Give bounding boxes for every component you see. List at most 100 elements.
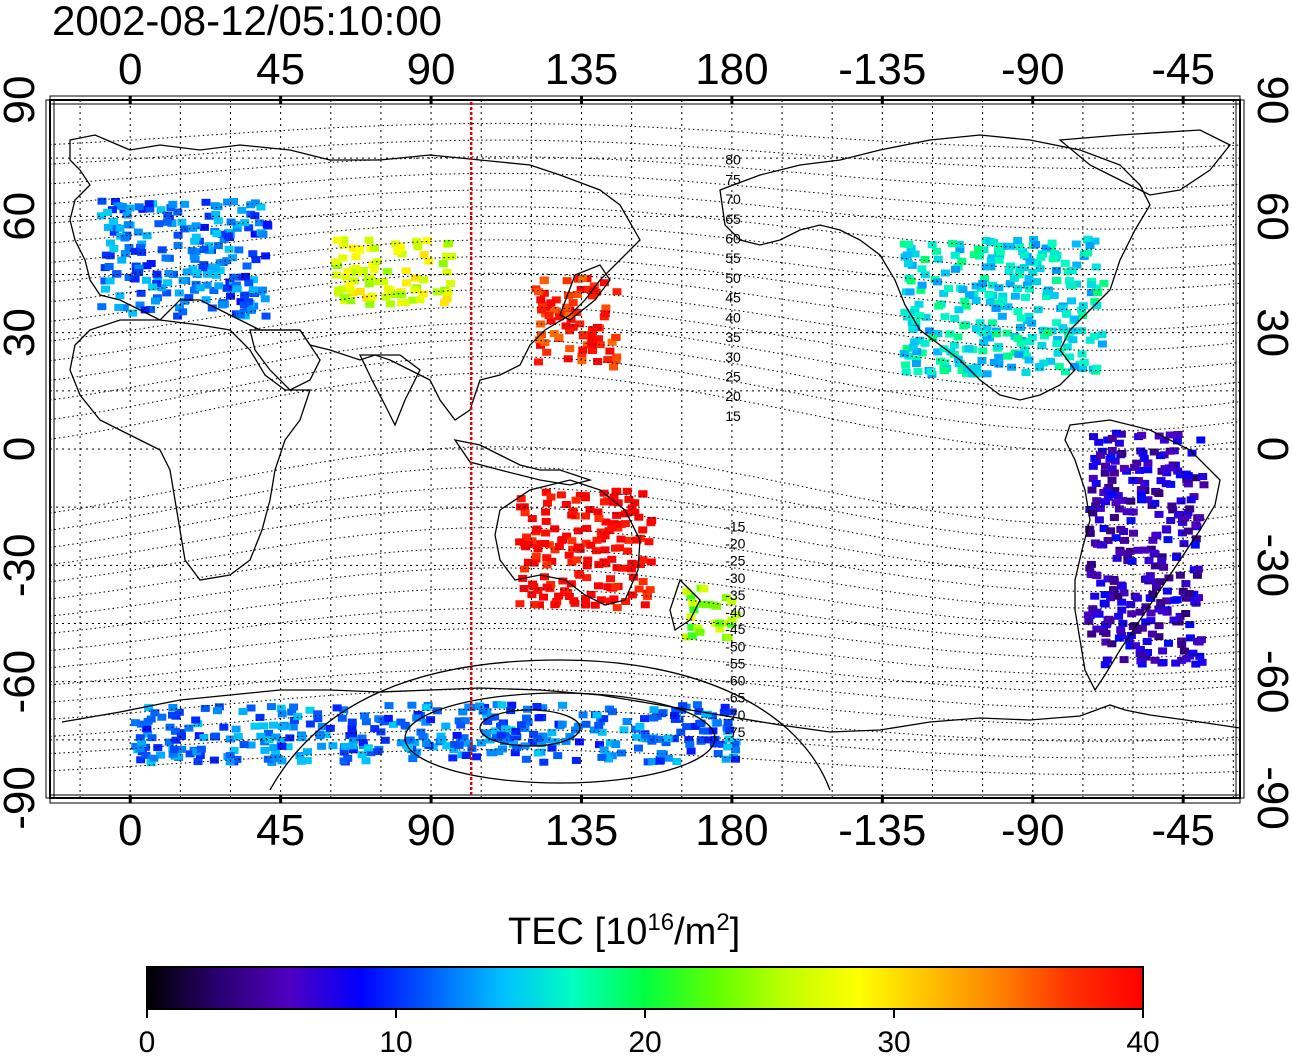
tec-cell <box>601 518 611 526</box>
tec-cell <box>522 714 532 722</box>
tec-cell <box>1072 280 1081 288</box>
tec-cell <box>412 714 422 722</box>
tec-cell <box>541 508 551 516</box>
tec-cell <box>193 720 203 728</box>
magnetic-latitude-line <box>50 628 1240 676</box>
tec-cell <box>1067 297 1077 305</box>
tec-cell <box>271 733 281 741</box>
tec-cell <box>340 294 350 302</box>
tec-cell <box>1091 502 1101 510</box>
tec-cell <box>1052 319 1062 327</box>
tec-cell <box>1169 616 1179 624</box>
tec-cell <box>991 304 1001 312</box>
magnetic-latitude-label: 40 <box>725 309 741 325</box>
tec-cell <box>1117 606 1127 614</box>
tec-cell <box>1087 630 1097 638</box>
lat-tick-label-right: -60 <box>1248 650 1292 714</box>
tec-cell <box>163 279 173 287</box>
magnetic-latitude-label: -75 <box>725 724 745 740</box>
tec-cell <box>184 724 194 732</box>
tec-cell <box>1020 293 1030 301</box>
tec-cell <box>332 236 342 244</box>
tec-cell <box>655 757 665 765</box>
lon-tick-label-top: 90 <box>407 45 456 94</box>
tec-cell <box>422 237 432 245</box>
tec-cell <box>904 240 913 248</box>
tec-cell <box>1087 571 1097 578</box>
magnetic-latitude-label: 45 <box>725 290 741 306</box>
tec-cell <box>120 250 130 258</box>
tec-cell <box>1003 352 1013 360</box>
lon-ticks-bottom: 0 45 90 135 180 -135 -90 -45 <box>118 795 1215 855</box>
tec-cell <box>115 224 125 232</box>
tec-cell <box>933 330 943 338</box>
tec-cell <box>1122 508 1132 516</box>
tec-cell <box>656 750 666 758</box>
lon-tick-label-top: 135 <box>545 45 618 94</box>
tec-cell <box>517 721 526 729</box>
tec-cell <box>244 279 254 287</box>
tec-cell <box>1016 314 1026 322</box>
tec-cell <box>361 718 371 726</box>
colorbar-title-sup1: 16 <box>647 909 674 936</box>
tec-cell <box>981 263 991 271</box>
tec-cell <box>418 733 428 740</box>
tec-cell <box>328 742 338 750</box>
tec-cell <box>444 239 453 247</box>
tec-cell <box>977 284 986 292</box>
tec-cell <box>135 301 145 309</box>
tec-cell <box>913 368 923 375</box>
magnetic-latitude-line <box>50 506 1240 576</box>
tec-cell <box>1128 508 1138 516</box>
tec-cell <box>632 536 642 544</box>
tec-cell <box>612 564 622 572</box>
tec-cell <box>709 740 719 748</box>
tec-cell <box>975 319 985 327</box>
tec-cell <box>1109 586 1118 594</box>
tec-cell <box>544 541 554 549</box>
tec-cell <box>1182 476 1192 484</box>
tec-cell <box>396 291 406 299</box>
tec-cell <box>1025 338 1035 345</box>
tec-cell <box>499 719 508 727</box>
tec-cell <box>355 246 365 254</box>
tec-cell <box>982 370 992 378</box>
tec-cell <box>1147 630 1157 638</box>
tec-cell <box>178 308 188 316</box>
tec-cell <box>1181 655 1191 663</box>
tec-cell <box>572 291 582 298</box>
tec-cell <box>199 223 209 231</box>
tec-cell <box>903 260 913 267</box>
tec-cell <box>507 701 517 709</box>
magnetic-latitude-label: -50 <box>725 638 745 654</box>
tec-cell <box>348 746 358 754</box>
left-axis-bar <box>45 99 55 799</box>
tec-cell <box>146 260 156 267</box>
tec-cell <box>97 197 107 205</box>
tec-cell <box>1142 638 1152 645</box>
tec-cell <box>635 561 645 568</box>
tec-cell <box>581 539 591 547</box>
tec-cell <box>480 703 490 711</box>
tec-cell <box>697 736 707 744</box>
tec-cell <box>638 556 648 564</box>
tec-cell <box>932 247 941 255</box>
tec-cell <box>594 582 603 590</box>
tec-cell <box>1020 346 1030 354</box>
tec-cell <box>1150 656 1160 664</box>
coast-eurasia <box>69 134 641 421</box>
tec-cell <box>339 748 349 756</box>
tec-cell <box>609 595 619 603</box>
tec-cell <box>1110 487 1120 495</box>
tec-cell <box>165 723 175 731</box>
tec-cell <box>251 256 261 264</box>
tec-cell <box>249 286 259 294</box>
tec-cell <box>421 704 431 711</box>
tec-cell <box>547 557 557 565</box>
lat-tick-label-left: 90 <box>0 76 44 125</box>
tec-cell <box>698 600 708 608</box>
tec-cell <box>1085 529 1095 537</box>
tec-cell <box>906 244 916 252</box>
tec-cell <box>1145 572 1155 580</box>
tec-cell <box>173 208 183 216</box>
